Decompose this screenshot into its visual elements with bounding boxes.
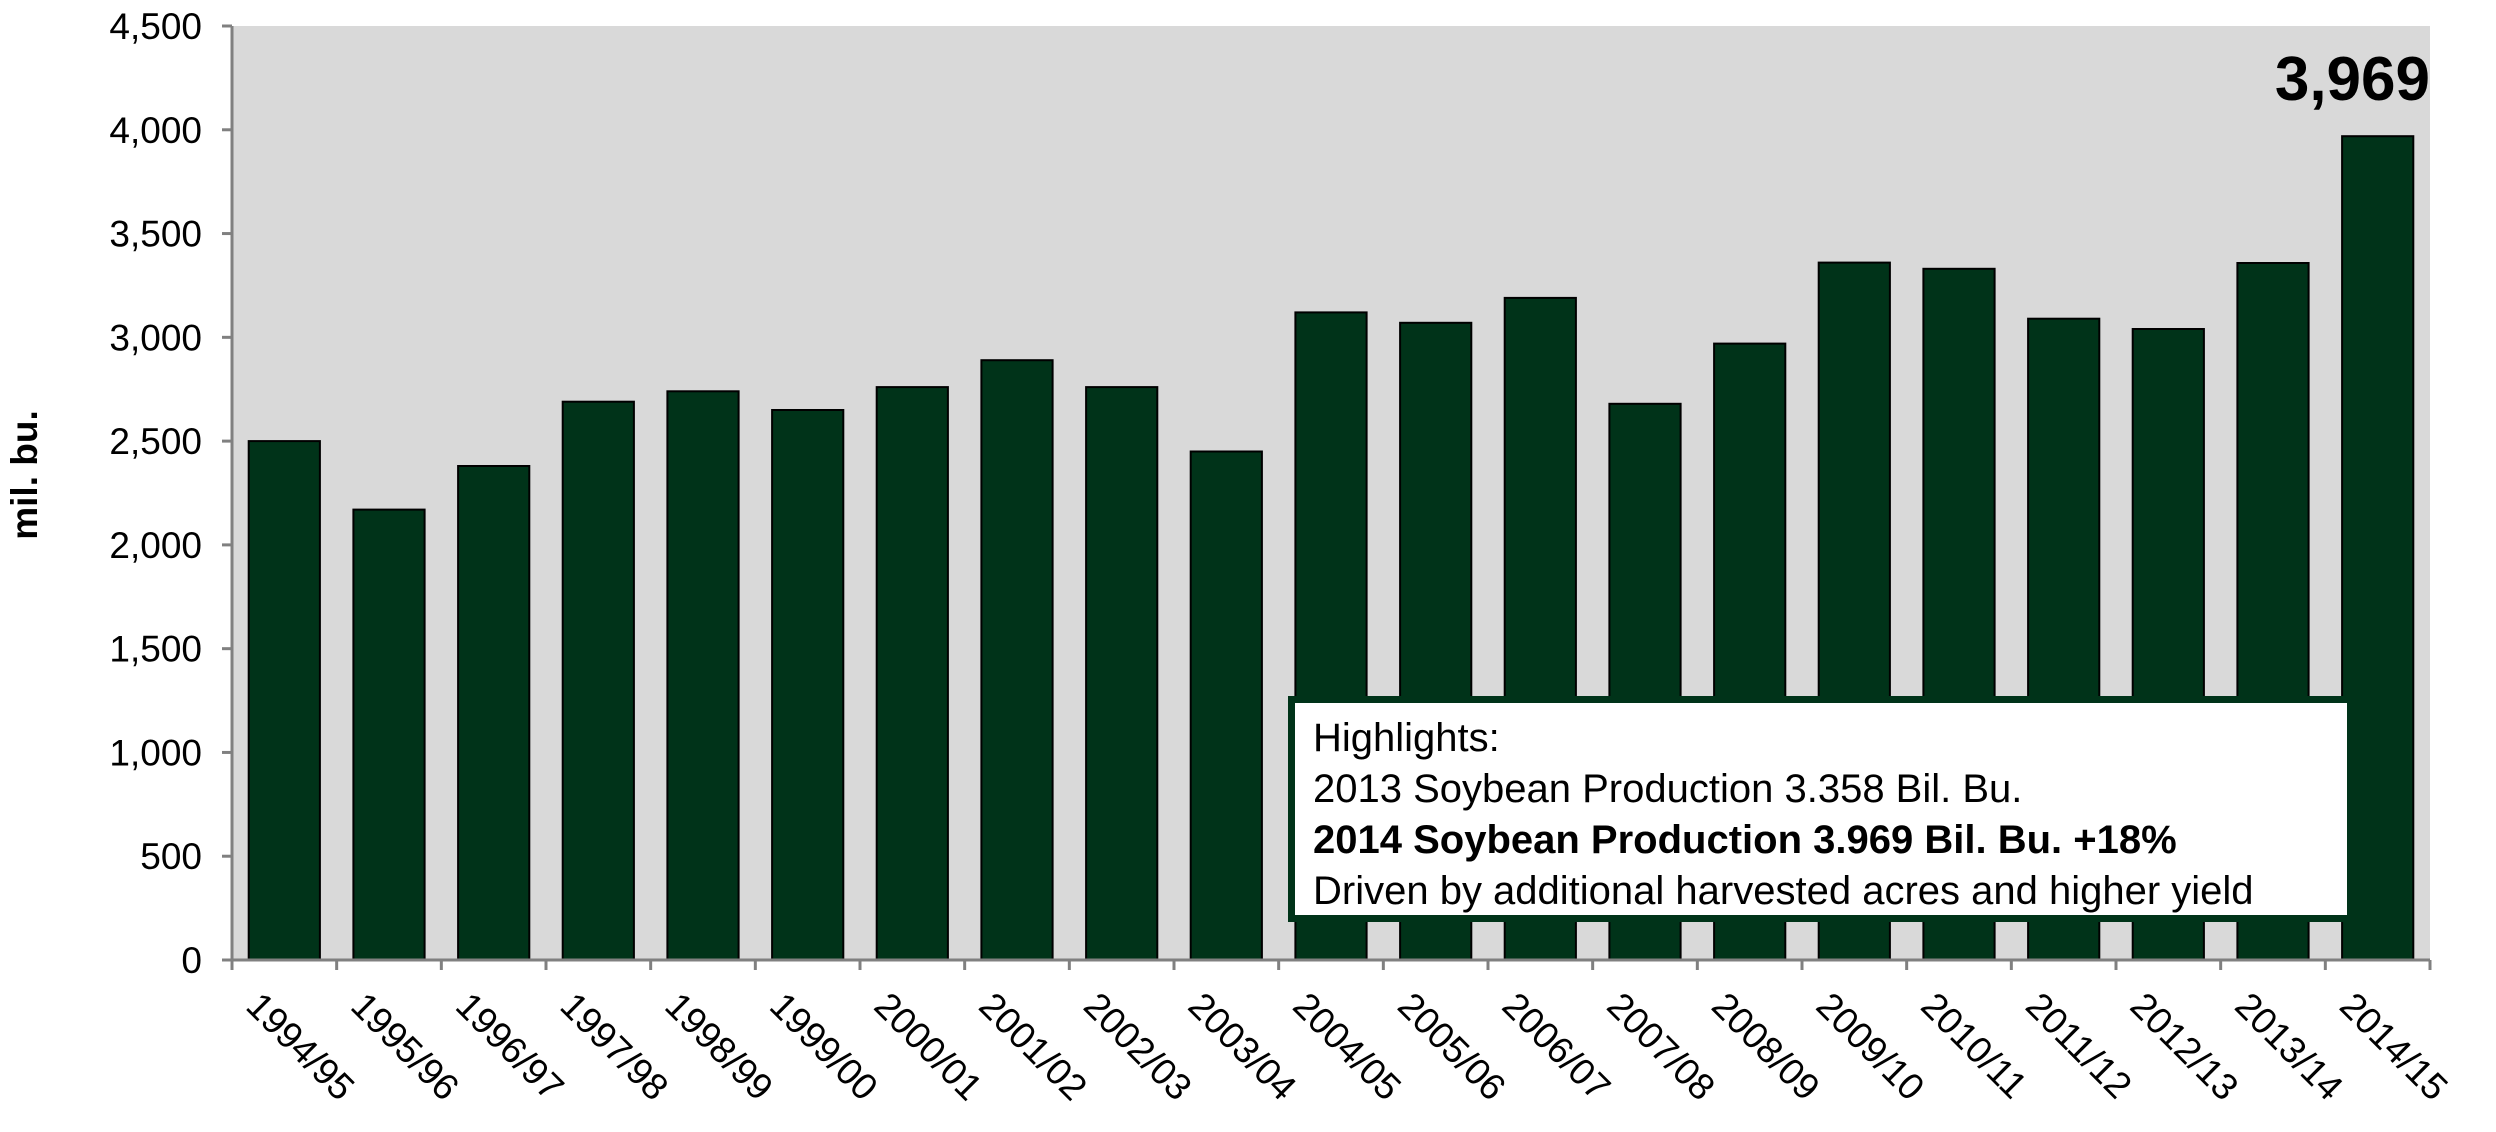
x-tick-label: 2000/01 [867, 985, 991, 1109]
x-tick-label: 2011/12 [2018, 985, 2140, 1107]
y-tick-label: 2,500 [109, 421, 202, 462]
x-tick-label: 2003/04 [1181, 985, 1305, 1109]
x-tick-label: 2010/11 [1913, 985, 2035, 1107]
y-tick-label: 500 [140, 836, 202, 877]
x-tick-label: 2004/05 [1285, 985, 1409, 1109]
y-tick-label: 4,000 [109, 110, 202, 151]
y-ticks-group: 0 500 1,000 1,500 2,000 2,500 3,000 3,500 4,000 4… [109, 6, 232, 981]
data-label-2014-15: 3,969 [2275, 45, 2430, 114]
y-tick-label: 3,500 [109, 214, 202, 255]
x-tick-label: 2014/15 [2332, 985, 2456, 1109]
y-tick-label: 4,500 [109, 6, 202, 47]
x-tick-label: 2013/14 [2227, 985, 2351, 1109]
x-tick-label: 1994/95 [239, 985, 363, 1109]
x-tick-label: 2012/13 [2123, 985, 2247, 1109]
x-ticks-group: 1994/951995/961996/971997/981998/991999/… [230, 960, 2456, 1109]
x-tick-label: 1997/98 [553, 985, 677, 1109]
highlights-line-drivers: Driven by additional harvested acres and… [1313, 869, 2254, 913]
y-tick-label: 3,000 [109, 317, 202, 358]
bar-1997-98 [561, 400, 635, 961]
bar-2001-02 [980, 359, 1054, 961]
x-tick-label: 2008/09 [1704, 985, 1828, 1109]
x-tick-label: 2002/03 [1076, 985, 1200, 1109]
highlights-heading: Highlights: [1313, 716, 1500, 760]
x-tick-label: 1995/96 [343, 985, 467, 1109]
x-tick-label: 1996/97 [448, 985, 572, 1109]
x-tick-label: 2009/10 [1809, 985, 1933, 1109]
bar-1995-96 [352, 508, 426, 961]
x-tick-label: 2006/07 [1495, 985, 1619, 1109]
y-tick-label: 1,000 [109, 732, 202, 773]
x-tick-label: 1999/00 [762, 985, 886, 1109]
bar-1996-97 [457, 465, 531, 961]
y-tick-label: 2,000 [109, 525, 202, 566]
bar-2000-01 [875, 386, 949, 962]
x-tick-label: 2007/08 [1599, 985, 1723, 1109]
x-tick-label: 1998/99 [657, 985, 781, 1109]
bar-2002-03 [1085, 386, 1159, 962]
highlights-box: Highlights: 2013 Soybean Production 3.35… [1288, 696, 2354, 922]
highlights-line-2013: 2013 Soybean Production 3.358 Bil. Bu. [1313, 767, 2023, 811]
y-axis-label: mil. bu. [4, 410, 45, 540]
y-tick-label: 1,500 [109, 629, 202, 670]
x-tick-label: 2005/06 [1390, 985, 1514, 1109]
x-tick-label: 2001/02 [971, 985, 1095, 1109]
highlights-line-2014: 2014 Soybean Production 3.969 Bil. Bu. +… [1313, 818, 2177, 862]
bar-1998-99 [666, 390, 740, 961]
bar-2003-04 [1189, 450, 1263, 961]
bar-1994-95 [247, 440, 321, 962]
bar-1999-00 [771, 409, 845, 961]
y-tick-label: 0 [181, 940, 202, 981]
